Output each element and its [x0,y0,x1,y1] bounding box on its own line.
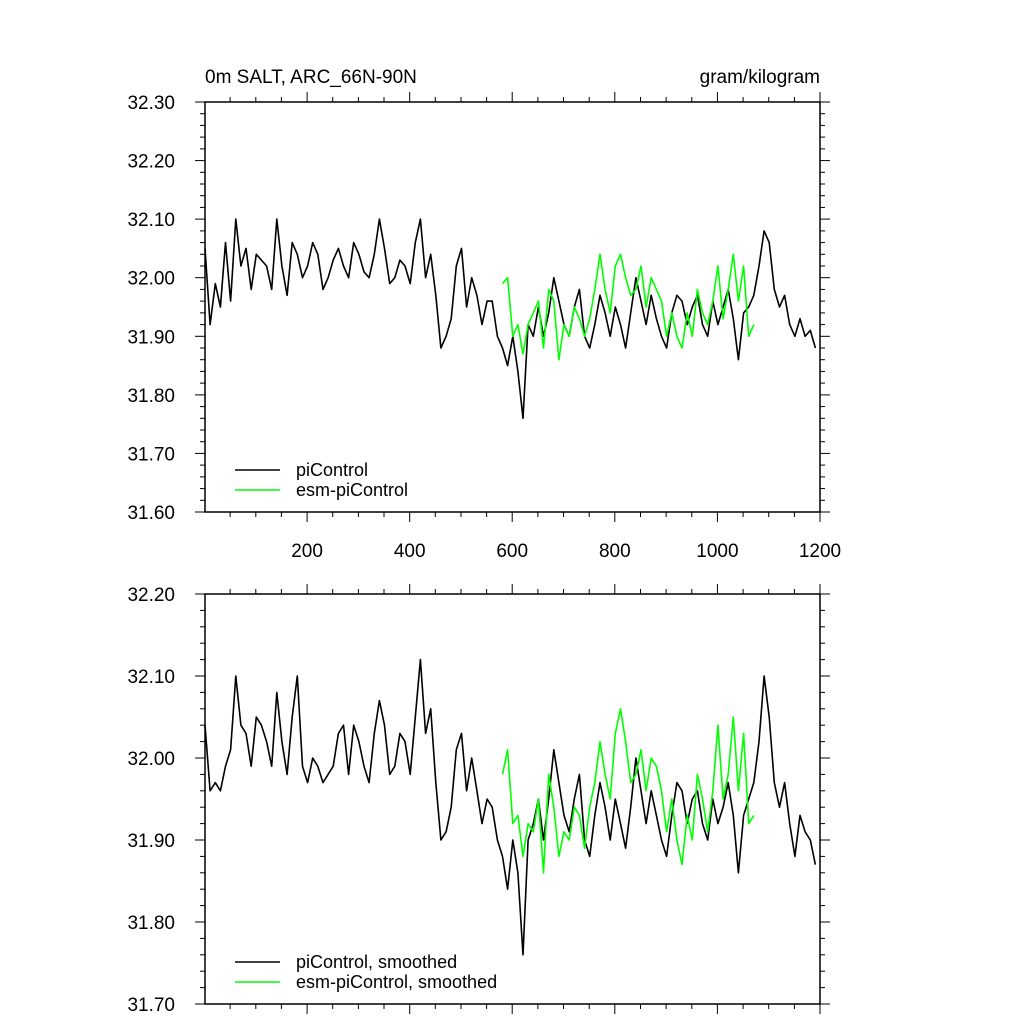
y-tick-label: 31.80 [127,913,175,934]
y-tick-label: 31.90 [127,831,175,852]
x-tick-label: 1000 [696,541,738,562]
legend-label-picontrol-smoothed: piControl, smoothed [296,952,457,972]
series-line-esm-picontrol [501,253,755,361]
y-tick-label: 31.70 [127,444,175,465]
series-line-picontrol-smoothed [204,658,817,956]
y-tick-label: 32.20 [127,152,175,173]
y-tick-label: 32.00 [127,269,175,290]
x-tick-label: 800 [599,541,631,562]
bottom-axis-ticks [195,584,830,1014]
bottom-plot-frame [204,593,821,1005]
bottom-panel: 31.70 31.80 31.90 32.00 32.10 32.20 piControl… [127,584,830,1016]
chart-title-left: 0m SALT, ARC_66N-90N [205,67,417,88]
top-series-group [204,218,817,420]
series-line-picontrol [204,218,817,420]
x-tick-label: 1200 [799,541,841,562]
y-tick-label: 32.20 [127,585,175,606]
top-panel: 0m SALT, ARC_66N-90N gram/kilogram 200 40… [127,67,841,562]
y-tick-label: 32.10 [127,210,175,231]
series-line-esm-picontrol-smoothed [501,707,755,874]
y-tick-label: 31.60 [127,503,175,524]
y-tick-label: 32.00 [127,749,175,770]
chart-units-label: gram/kilogram [700,67,820,88]
y-tick-label: 31.80 [127,386,175,407]
top-legend: piControl esm-piControl [235,460,408,500]
y-tick-label: 32.10 [127,667,175,688]
legend-label-esm-picontrol: esm-piControl [296,480,408,500]
top-axis-labels: 200 400 600 800 1000 1200 31.60 31.70 31.80 31.90… [127,93,841,562]
x-tick-label: 400 [394,541,426,562]
bottom-axis-labels: 31.70 31.80 31.90 32.00 32.10 32.20 [127,585,175,1016]
x-tick-label: 600 [496,541,528,562]
y-tick-label: 31.90 [127,327,175,348]
bottom-series-group [204,658,817,956]
top-axis-ticks [195,92,830,522]
legend-label-picontrol: piControl [296,460,368,480]
top-plot-frame [204,101,821,513]
y-tick-label: 32.30 [127,93,175,114]
legend-label-esm-picontrol-smoothed: esm-piControl, smoothed [296,972,497,992]
bottom-legend: piControl, smoothed esm-piControl, smoot… [235,952,497,992]
x-tick-label: 200 [291,541,323,562]
y-tick-label: 31.70 [127,995,175,1016]
